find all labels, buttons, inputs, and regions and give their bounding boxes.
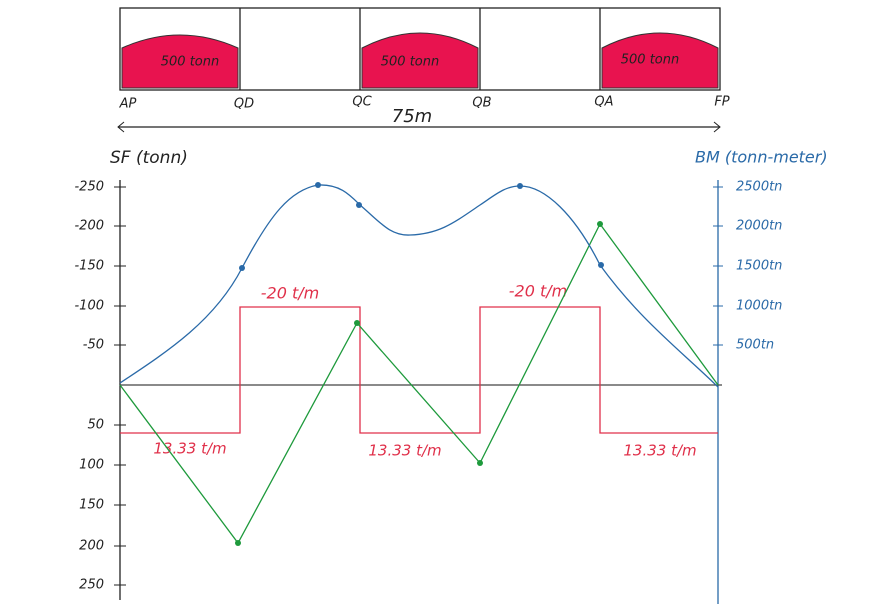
arrow-heads	[117, 121, 721, 133]
bm-tick-label: 2500tn	[736, 180, 782, 195]
sf-tick-label: 250	[79, 578, 104, 593]
bm-tick-label: 2000tn	[736, 219, 782, 234]
sf-tick-label: -50	[83, 338, 104, 353]
load-label: -20 t/m	[261, 284, 319, 303]
sf-tick-label: -100	[74, 299, 104, 314]
sf-tick-label: -200	[74, 219, 104, 234]
bm-tick-label: 1500tn	[736, 259, 782, 274]
station-label: QD	[234, 97, 254, 112]
sf-tick-label: 150	[79, 498, 104, 513]
sf-tick-label: -250	[74, 180, 104, 195]
bending-moment-curve	[119, 184, 719, 388]
station-label: QA	[594, 95, 613, 110]
hold-label: 500 tonn	[621, 53, 679, 68]
bm-tick-label: 500tn	[736, 338, 774, 353]
load-label: 13.33 t/m	[623, 442, 696, 460]
shear-points	[235, 221, 603, 546]
length-label: 75m	[392, 106, 432, 127]
cargo-holds	[121, 32, 719, 89]
shear-force-curve	[119, 222, 719, 545]
left-axis-title: SF (tonn)	[110, 148, 188, 168]
station-label: FP	[714, 95, 729, 110]
sf-tick-label: 100	[79, 458, 104, 473]
load-label: 13.33 t/m	[368, 442, 441, 460]
load-label: -20 t/m	[509, 282, 567, 301]
sf-tick-label: 50	[87, 418, 104, 433]
bm-tick-label: 1000tn	[736, 299, 782, 314]
ship-hull	[119, 7, 721, 91]
sf-tick-label: -150	[74, 259, 104, 274]
moment-points	[239, 182, 604, 271]
sf-tick-label: 200	[79, 539, 104, 554]
station-label: AP	[119, 97, 137, 112]
load-label: 13.33 t/m	[153, 440, 226, 458]
hold-label: 500 tonn	[161, 55, 219, 70]
right-axis-title: BM (tonn-meter)	[695, 148, 828, 167]
station-label: QB	[472, 96, 491, 111]
load-curve	[120, 306, 718, 434]
station-label: QC	[352, 95, 372, 110]
hold-label: 500 tonn	[381, 55, 439, 70]
